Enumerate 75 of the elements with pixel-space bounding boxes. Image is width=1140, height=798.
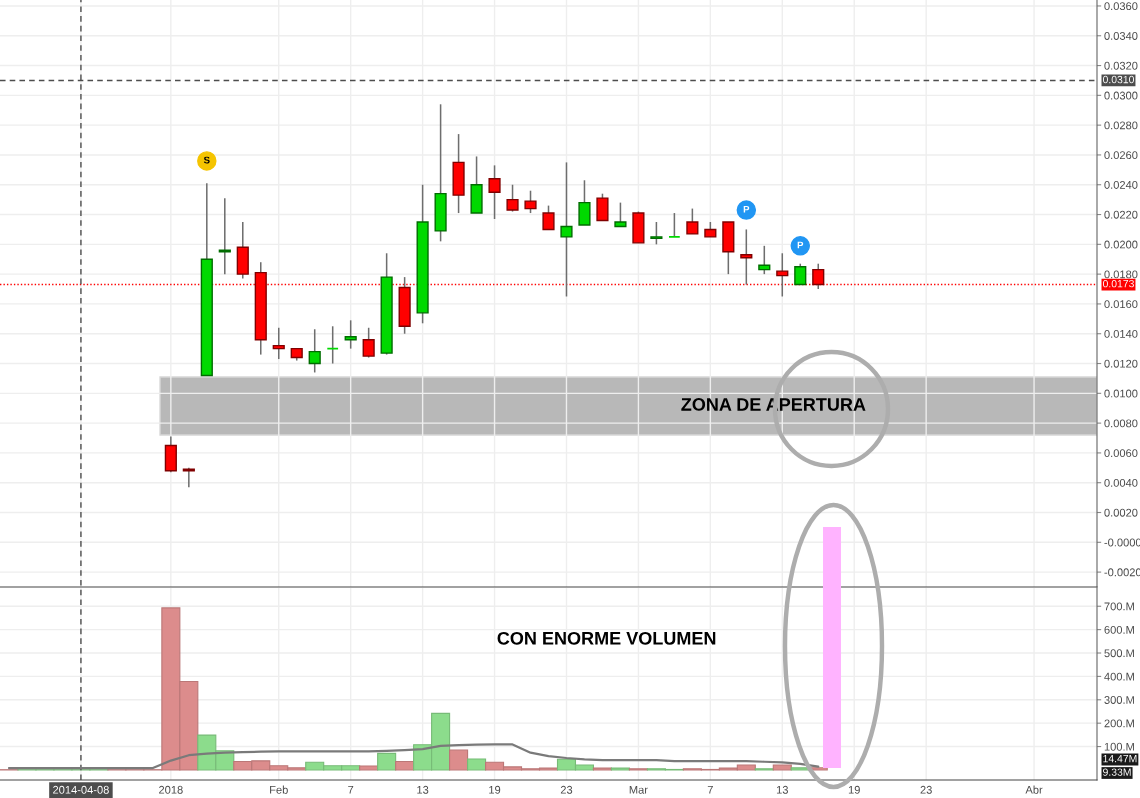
candlestick [488, 164, 501, 220]
band-label: ZONA DE APERTURA [681, 398, 866, 411]
bar [790, 767, 810, 771]
y-tick-label: 0.0080 [1104, 419, 1138, 428]
candlestick [794, 262, 807, 286]
y-tick-label: 500.M [1104, 649, 1134, 658]
y-tick-label: 0.0340 [1104, 32, 1138, 40]
y-tick-label: 0.0180 [1104, 270, 1138, 279]
y-tick-label: 0.0300 [1104, 91, 1138, 100]
candlestick [524, 189, 537, 214]
candlestick [578, 179, 591, 226]
candlestick [596, 192, 609, 222]
y-tick-label: 0.0240 [1104, 181, 1138, 189]
x-tick-label: 2018 [159, 785, 183, 794]
x-tick-label: 23 [560, 785, 573, 794]
y-tick-label: 0.0020 [1104, 508, 1138, 517]
y-tick-label: 0.0200 [1104, 240, 1138, 249]
y-tick-label: 0.0100 [1104, 389, 1138, 398]
bar [377, 752, 397, 771]
bar [772, 764, 792, 771]
x-tick-label: Abr [1025, 785, 1043, 794]
candlestick [272, 327, 285, 360]
annotation: CON ENORME VOLUMEN [497, 631, 716, 645]
ref-line-label: 0.0310 [1102, 75, 1135, 84]
candlestick [560, 161, 573, 298]
candlestick [686, 207, 699, 235]
y-tick-label: 100.M [1104, 742, 1134, 751]
candlestick [308, 328, 321, 374]
text: 14.47M [1103, 755, 1137, 763]
y-tick-label: 600.M [1104, 625, 1134, 634]
y-tick-label: 0.0040 [1104, 478, 1138, 487]
y-tick-label: 700.M [1104, 602, 1134, 611]
candlestick [758, 245, 771, 275]
data-label: P [797, 241, 804, 249]
data-label: S [203, 156, 210, 164]
bar [359, 765, 379, 771]
x-tick-label: Feb [270, 785, 288, 794]
bar [449, 749, 469, 771]
candlestick [812, 262, 825, 290]
x-tick-label: 19 [848, 785, 860, 794]
y-tick-label: 0.0160 [1104, 300, 1138, 309]
x-tick-label: 13 [417, 785, 429, 794]
y-tick-label: 0.0120 [1104, 359, 1138, 368]
candlestick [506, 183, 519, 213]
bar [395, 760, 415, 771]
text: 9.33M [1103, 768, 1131, 776]
ref-line-label: 0.0173 [1102, 279, 1134, 288]
y-tick-label: 0.0260 [1104, 151, 1138, 160]
x-tick-label: 2014-04-08 [53, 785, 109, 794]
candlestick [650, 221, 663, 246]
candlestick [326, 325, 339, 365]
y-tick-label: 0.0220 [1104, 210, 1138, 219]
x-tick-label: Mar [629, 785, 648, 794]
data-label: P [743, 205, 750, 213]
candlestick [668, 212, 681, 238]
candlestick [542, 204, 555, 231]
x-tick-label: 13 [776, 785, 788, 794]
x-tick-label: 23 [920, 785, 932, 794]
candlestick [344, 319, 357, 350]
candlestick [362, 327, 375, 359]
point [736, 200, 757, 220]
y-tick-label: 0.0140 [1104, 329, 1138, 338]
x-tick-label: 7 [348, 785, 354, 794]
y-tick-label: 0.0060 [1104, 449, 1138, 458]
x-tick-label: 19 [489, 785, 501, 794]
y-tick-label: 0.0320 [1104, 61, 1138, 70]
y-tick-label: 400.M [1104, 672, 1134, 681]
x-tick-label: 7 [707, 785, 713, 794]
candlestick [614, 201, 627, 228]
y-tick-label: 0.0280 [1104, 121, 1138, 130]
y-tick-label: 300.M [1104, 696, 1134, 704]
y-tick-label: 0.0360 [1104, 2, 1138, 11]
bar [467, 758, 487, 771]
line-series [7, 743, 820, 770]
y-tick-label: 200.M [1104, 719, 1134, 728]
